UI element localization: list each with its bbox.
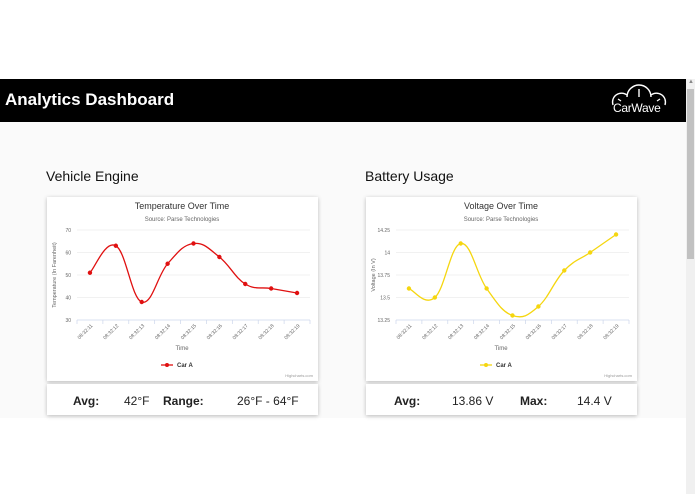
x-tick-label: 08:32:14 xyxy=(154,323,172,341)
data-point[interactable] xyxy=(191,241,196,246)
data-point[interactable] xyxy=(406,286,412,291)
scroll-up-arrow-icon[interactable]: ▲ xyxy=(688,79,694,85)
avg-label: Avg: xyxy=(73,394,100,408)
section-title-engine: Vehicle Engine xyxy=(46,168,139,184)
x-tick-label: 08:32:19 xyxy=(602,323,620,341)
data-point[interactable] xyxy=(113,243,119,248)
x-tick-label: 08:32:16 xyxy=(525,323,543,341)
x-tick-label: 08:32:12 xyxy=(102,323,120,341)
x-tick-label: 08:32:18 xyxy=(258,323,276,341)
series-line xyxy=(408,233,617,318)
data-point[interactable] xyxy=(243,281,248,287)
data-point[interactable] xyxy=(165,261,170,266)
x-tick-label: 08:32:19 xyxy=(283,323,301,341)
data-point[interactable] xyxy=(217,254,222,260)
chart-subtitle: Source: Parse Technologies xyxy=(145,217,220,223)
battery-stats-bar: Avg: 13.86 V Max: 14.4 V xyxy=(366,384,637,415)
data-point[interactable] xyxy=(268,286,274,291)
data-point[interactable] xyxy=(484,286,489,291)
avg-label: Avg: xyxy=(394,394,421,408)
x-tick-label: 08:32:14 xyxy=(473,323,491,341)
x-axis-title: Time xyxy=(175,346,189,352)
temperature-chart[interactable]: Temperature Over Time Source: Parse Techn… xyxy=(47,197,318,381)
y-tick-label: 14.25 xyxy=(377,228,390,234)
data-point[interactable] xyxy=(87,270,93,275)
y-tick-label: 60 xyxy=(65,251,71,257)
data-point[interactable] xyxy=(139,299,144,305)
app-header: Analytics Dashboard xyxy=(0,79,686,122)
data-point[interactable] xyxy=(458,241,463,246)
x-tick-label: 08:32:18 xyxy=(577,323,595,341)
legend-marker-icon xyxy=(165,363,169,367)
x-tick-label: 08:32:13 xyxy=(447,323,465,341)
y-tick-label: 13.5 xyxy=(380,296,390,302)
chart-subtitle: Source: Parse Technologies xyxy=(464,217,539,223)
speedometer-gauges-icon xyxy=(611,84,667,106)
data-point[interactable] xyxy=(562,268,567,273)
logo-text: CarWave xyxy=(613,101,661,115)
chart-credits[interactable]: Highcharts.com xyxy=(285,373,313,378)
y-tick-label: 30 xyxy=(65,318,71,324)
x-tick-label: 08:32:13 xyxy=(128,323,146,341)
temperature-chart-card: Temperature Over Time Source: Parse Techn… xyxy=(47,197,318,381)
data-point[interactable] xyxy=(536,304,541,309)
x-tick-label: 08:32:17 xyxy=(551,323,569,341)
legend-item[interactable]: Car A xyxy=(496,363,512,369)
chart-credits[interactable]: Highcharts.com xyxy=(604,373,632,378)
voltage-chart[interactable]: Voltage Over Time Source: Parse Technolog… xyxy=(366,197,637,381)
range-value: 26°F - 64°F xyxy=(237,394,299,408)
page-bottom xyxy=(0,418,686,494)
y-tick-label: 70 xyxy=(65,228,71,234)
x-tick-label: 08:32:12 xyxy=(421,323,439,341)
engine-stats-bar: Avg: 42°F Range: 26°F - 64°F xyxy=(47,384,318,415)
max-value: 14.4 V xyxy=(577,394,612,408)
vertical-scrollbar[interactable]: ▲ xyxy=(686,79,695,494)
section-title-battery: Battery Usage xyxy=(365,168,454,184)
y-axis-title: Voltage (In V) xyxy=(371,258,377,291)
x-tick-label: 08:32:15 xyxy=(180,323,198,341)
data-point[interactable] xyxy=(294,290,300,296)
x-tick-label: 08:32:11 xyxy=(396,323,414,341)
max-label: Max: xyxy=(520,394,548,408)
x-tick-label: 08:32:17 xyxy=(232,323,250,341)
y-tick-label: 14 xyxy=(384,251,390,257)
x-tick-label: 08:32:15 xyxy=(499,323,517,341)
x-tick-label: 08:32:11 xyxy=(77,323,95,341)
y-tick-label: 13.25 xyxy=(377,318,390,324)
y-tick-label: 13.75 xyxy=(377,273,390,279)
y-axis-title: Temperature (In Farenheit) xyxy=(52,242,58,308)
avg-value: 13.86 V xyxy=(452,394,494,408)
chart-title: Temperature Over Time xyxy=(135,201,230,211)
data-point[interactable] xyxy=(587,250,593,255)
scrollbar-thumb[interactable] xyxy=(687,89,694,259)
avg-value: 42°F xyxy=(124,394,150,408)
carwave-logo[interactable]: CarWave xyxy=(607,83,671,119)
x-tick-label: 08:32:16 xyxy=(206,323,224,341)
voltage-chart-card: Voltage Over Time Source: Parse Technolog… xyxy=(366,197,637,381)
data-point[interactable] xyxy=(432,295,438,300)
y-tick-label: 40 xyxy=(65,296,71,302)
x-axis-title: Time xyxy=(494,346,508,352)
legend-item[interactable]: Car A xyxy=(177,363,193,369)
y-tick-label: 50 xyxy=(65,273,71,279)
data-point[interactable] xyxy=(510,313,515,318)
legend-marker-icon xyxy=(484,363,488,367)
data-point[interactable] xyxy=(613,232,619,237)
chart-title: Voltage Over Time xyxy=(464,201,538,211)
page-title: Analytics Dashboard xyxy=(5,90,175,109)
top-whitespace xyxy=(0,0,695,79)
range-label: Range: xyxy=(163,394,204,408)
